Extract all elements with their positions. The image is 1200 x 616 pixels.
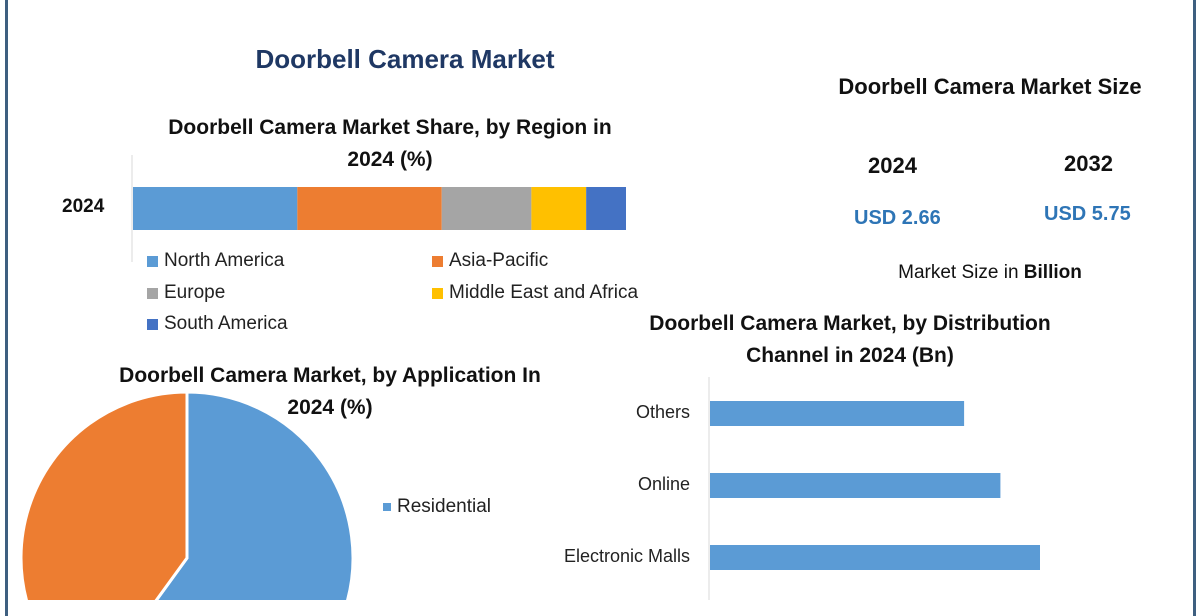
distribution-bar-online — [710, 473, 1001, 498]
region-category-label: 2024 — [62, 196, 105, 217]
distribution-category-label: Others — [635, 402, 690, 422]
distribution-category-label: Electronic Malls — [563, 546, 690, 566]
distribution-bar-chart — [708, 377, 1040, 600]
legend-swatch — [147, 287, 158, 299]
region-legend-item: Europe — [147, 282, 225, 304]
region-legend-item: North America — [147, 250, 284, 272]
market-size-value-2032: USD 5.75 — [1044, 203, 1131, 225]
distribution-bar-others — [710, 401, 965, 426]
region-title-line1: Doorbell Camera Market Share, by Region … — [168, 116, 612, 139]
region-legend-item: Middle East and Africa — [432, 282, 638, 304]
application-pie-chart — [19, 390, 355, 600]
market-size-year-2024: 2024 — [868, 153, 917, 178]
legend-label: South America — [164, 313, 288, 334]
region-title-line2: 2024 (%) — [347, 148, 433, 171]
legend-label: North America — [164, 250, 285, 271]
legend-label: Europe — [164, 282, 226, 303]
region-segment-middle-east-and-africa — [531, 187, 587, 230]
legend-swatch — [147, 318, 158, 330]
region-segment-europe — [441, 187, 532, 230]
region-segment-north-america — [133, 187, 298, 230]
distribution-title-line1: Doorbell Camera Market, by Distribution — [649, 312, 1051, 335]
distribution-category-label: Online — [637, 474, 690, 494]
application-chart-title: Doorbell Camera Market, by Application I… — [60, 360, 600, 424]
legend-label: Middle East and Africa — [449, 282, 639, 303]
distribution-title-line2: Channel in 2024 (Bn) — [746, 344, 954, 367]
legend-swatch — [147, 255, 158, 267]
market-size-note: Market Size in Billion — [840, 262, 1140, 284]
market-size-title: Doorbell Camera Market Size — [838, 74, 1142, 99]
market-size-note-prefix: Market Size in — [898, 262, 1024, 283]
pie-legend-item: Residential — [383, 496, 491, 518]
region-segment-south-america — [586, 187, 626, 230]
page-frame — [5, 0, 1196, 616]
legend-swatch — [432, 255, 443, 267]
region-chart-title: Doorbell Camera Market Share, by Region … — [110, 112, 670, 176]
region-legend-item: Asia-Pacific — [432, 250, 548, 272]
region-legend-item: South America — [147, 313, 288, 335]
pie-slice-residential — [154, 390, 355, 600]
pie-slice-commercial — [19, 390, 189, 600]
pie-legend-swatch — [383, 503, 391, 511]
market-size-year-2032: 2032 — [1064, 151, 1113, 176]
market-size-note-unit: Billion — [1023, 262, 1082, 283]
application-title-line1: Doorbell Camera Market, by Application I… — [119, 364, 541, 387]
legend-swatch — [432, 287, 443, 299]
page-title: Doorbell Camera Market — [255, 44, 555, 74]
region-stacked-bar-chart — [131, 155, 626, 262]
legend-label: Asia-Pacific — [449, 250, 549, 271]
market-size-value-2024: USD 2.66 — [854, 207, 941, 229]
region-legend: North America Asia-Pacific Europe Middle Ea… — [147, 250, 707, 340]
distribution-chart-title: Doorbell Camera Market, by Distribution … — [590, 308, 1110, 372]
region-segment-asia-pacific — [297, 187, 442, 230]
distribution-bar-electronic-malls — [710, 545, 1040, 570]
pie-legend-label: Residential — [397, 496, 491, 517]
application-title-line2: 2024 (%) — [287, 396, 373, 419]
